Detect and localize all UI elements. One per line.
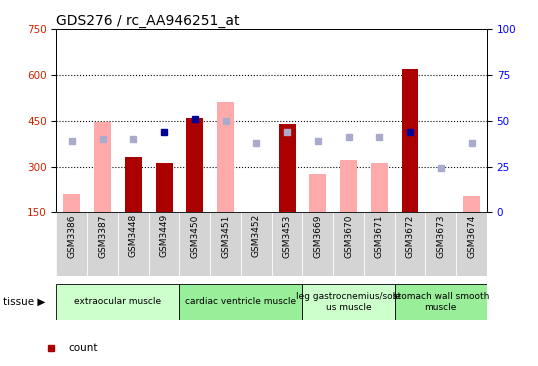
Bar <box>56 212 87 276</box>
Text: GSM3671: GSM3671 <box>375 214 384 258</box>
Bar <box>56 284 180 320</box>
Bar <box>87 212 118 276</box>
Text: GSM3452: GSM3452 <box>252 214 261 257</box>
Text: GSM3448: GSM3448 <box>129 214 138 257</box>
Bar <box>272 212 302 276</box>
Bar <box>217 102 234 212</box>
Text: GSM3387: GSM3387 <box>98 214 107 258</box>
Bar <box>463 195 480 212</box>
Text: GSM3386: GSM3386 <box>67 214 76 258</box>
Bar <box>155 164 173 212</box>
Bar <box>395 212 426 276</box>
Text: extraocular muscle: extraocular muscle <box>74 298 161 306</box>
Bar <box>395 284 487 320</box>
Bar <box>125 157 142 212</box>
Bar <box>340 160 357 212</box>
Bar <box>180 212 210 276</box>
Bar <box>63 194 80 212</box>
Bar <box>302 212 333 276</box>
Bar <box>333 212 364 276</box>
Text: GSM3451: GSM3451 <box>221 214 230 258</box>
Bar <box>426 212 456 276</box>
Text: cardiac ventricle muscle: cardiac ventricle muscle <box>186 298 296 306</box>
Bar <box>302 284 395 320</box>
Bar <box>401 69 419 212</box>
Text: GSM3453: GSM3453 <box>282 214 292 258</box>
Text: GSM3670: GSM3670 <box>344 214 353 258</box>
Text: count: count <box>68 343 97 353</box>
Bar <box>241 212 272 276</box>
Text: GSM3673: GSM3673 <box>436 214 445 258</box>
Bar <box>148 212 180 276</box>
Text: GSM3449: GSM3449 <box>160 214 168 257</box>
Bar <box>186 118 203 212</box>
Bar <box>279 124 295 212</box>
Bar <box>94 122 111 212</box>
Text: tissue ▶: tissue ▶ <box>3 297 45 307</box>
Bar <box>371 164 388 212</box>
Text: GSM3672: GSM3672 <box>406 214 415 258</box>
Text: GSM3450: GSM3450 <box>190 214 200 258</box>
Bar <box>210 212 241 276</box>
Text: leg gastrocnemius/sole
us muscle: leg gastrocnemius/sole us muscle <box>296 292 401 312</box>
Bar <box>309 174 326 212</box>
Text: stomach wall smooth
muscle: stomach wall smooth muscle <box>393 292 489 312</box>
Bar <box>118 212 148 276</box>
Text: GDS276 / rc_AA946251_at: GDS276 / rc_AA946251_at <box>56 14 240 28</box>
Bar <box>180 284 302 320</box>
Bar <box>364 212 395 276</box>
Text: GSM3674: GSM3674 <box>467 214 476 258</box>
Text: GSM3669: GSM3669 <box>313 214 322 258</box>
Bar <box>456 212 487 276</box>
